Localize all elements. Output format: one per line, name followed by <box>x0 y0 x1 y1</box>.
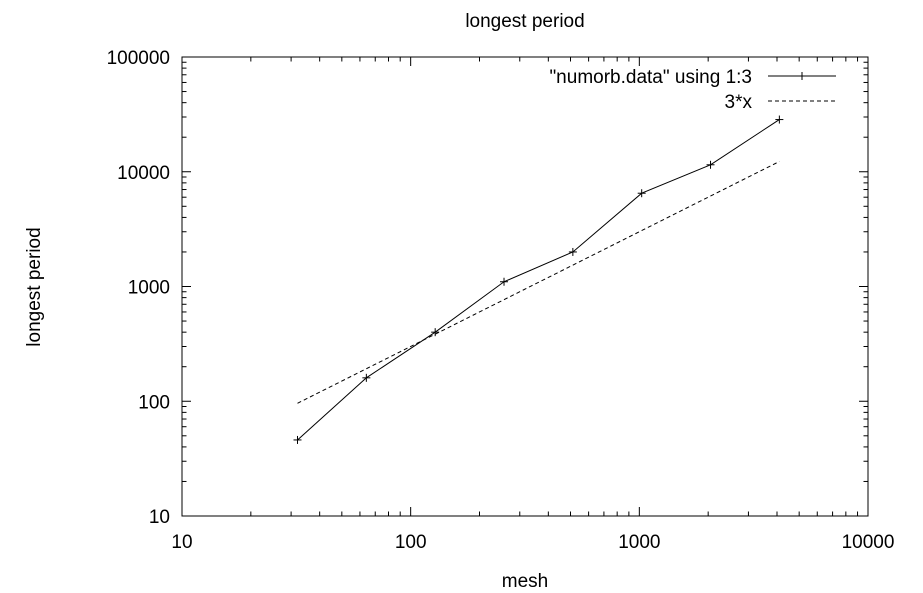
x-axis-label: mesh <box>502 571 548 592</box>
x-tick-label: 100 <box>395 532 427 553</box>
x-tick-label: 10 <box>171 532 192 553</box>
x-tick-label: 1000 <box>618 532 660 553</box>
axes-layer: 10 100 1000 10000 10 100 1000 10000 100000 <box>107 48 895 553</box>
y-tick-label: 10000 <box>117 163 170 184</box>
x-tick-label: 10000 <box>842 532 895 553</box>
y-tick-label: 100000 <box>107 48 170 69</box>
series-line-1 <box>297 119 780 441</box>
legend-label-2: 3*x <box>725 92 753 113</box>
data-point <box>362 373 371 382</box>
data-point <box>500 277 509 286</box>
chart-title: longest period <box>465 11 584 32</box>
data-point <box>706 160 715 169</box>
data-point <box>775 115 784 124</box>
legend: "numorb.data" using 1:3 3*x <box>549 67 836 113</box>
y-tick-label: 1000 <box>128 278 170 299</box>
legend-label-1: "numorb.data" using 1:3 <box>549 67 752 88</box>
y-tick-label: 10 <box>149 507 170 528</box>
y-axis-label: longest period <box>24 227 45 346</box>
data-point <box>293 435 302 444</box>
data-point <box>431 328 440 337</box>
data-point <box>637 189 646 198</box>
data-point <box>568 247 577 256</box>
series-line-2 <box>297 161 780 404</box>
y-tick-label: 100 <box>138 392 170 413</box>
series-layer <box>293 115 784 444</box>
plot-frame <box>181 56 869 517</box>
